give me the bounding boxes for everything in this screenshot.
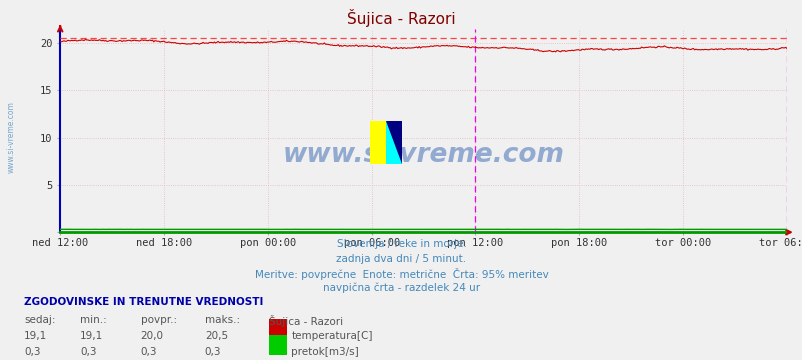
- Text: 20,5: 20,5: [205, 331, 228, 341]
- Polygon shape: [385, 121, 401, 164]
- Text: Šujica - Razori: Šujica - Razori: [269, 315, 342, 327]
- Text: sedaj:: sedaj:: [24, 315, 55, 325]
- Text: pretok[m3/s]: pretok[m3/s]: [291, 347, 358, 357]
- Text: Slovenija / reke in morje.: Slovenija / reke in morje.: [336, 239, 466, 249]
- Text: Šujica - Razori: Šujica - Razori: [346, 9, 456, 27]
- Text: www.si-vreme.com: www.si-vreme.com: [6, 101, 15, 173]
- Text: 19,1: 19,1: [24, 331, 47, 341]
- Text: www.si-vreme.com: www.si-vreme.com: [282, 142, 564, 168]
- Text: zadnja dva dni / 5 minut.: zadnja dva dni / 5 minut.: [336, 254, 466, 264]
- Text: temperatura[C]: temperatura[C]: [291, 331, 372, 341]
- Text: 20,0: 20,0: [140, 331, 164, 341]
- Bar: [385, 121, 401, 164]
- Text: povpr.:: povpr.:: [140, 315, 176, 325]
- Text: Meritve: povprečne  Enote: metrične  Črta: 95% meritev: Meritve: povprečne Enote: metrične Črta:…: [254, 268, 548, 280]
- Text: min.:: min.:: [80, 315, 107, 325]
- Text: 0,3: 0,3: [140, 347, 157, 357]
- Text: ZGODOVINSKE IN TRENUTNE VREDNOSTI: ZGODOVINSKE IN TRENUTNE VREDNOSTI: [24, 297, 263, 307]
- Text: navpična črta - razdelek 24 ur: navpična črta - razdelek 24 ur: [322, 283, 480, 293]
- Text: 19,1: 19,1: [80, 331, 103, 341]
- Bar: [370, 121, 385, 164]
- Text: 0,3: 0,3: [24, 347, 41, 357]
- Text: 0,3: 0,3: [205, 347, 221, 357]
- Text: 0,3: 0,3: [80, 347, 97, 357]
- Text: maks.:: maks.:: [205, 315, 240, 325]
